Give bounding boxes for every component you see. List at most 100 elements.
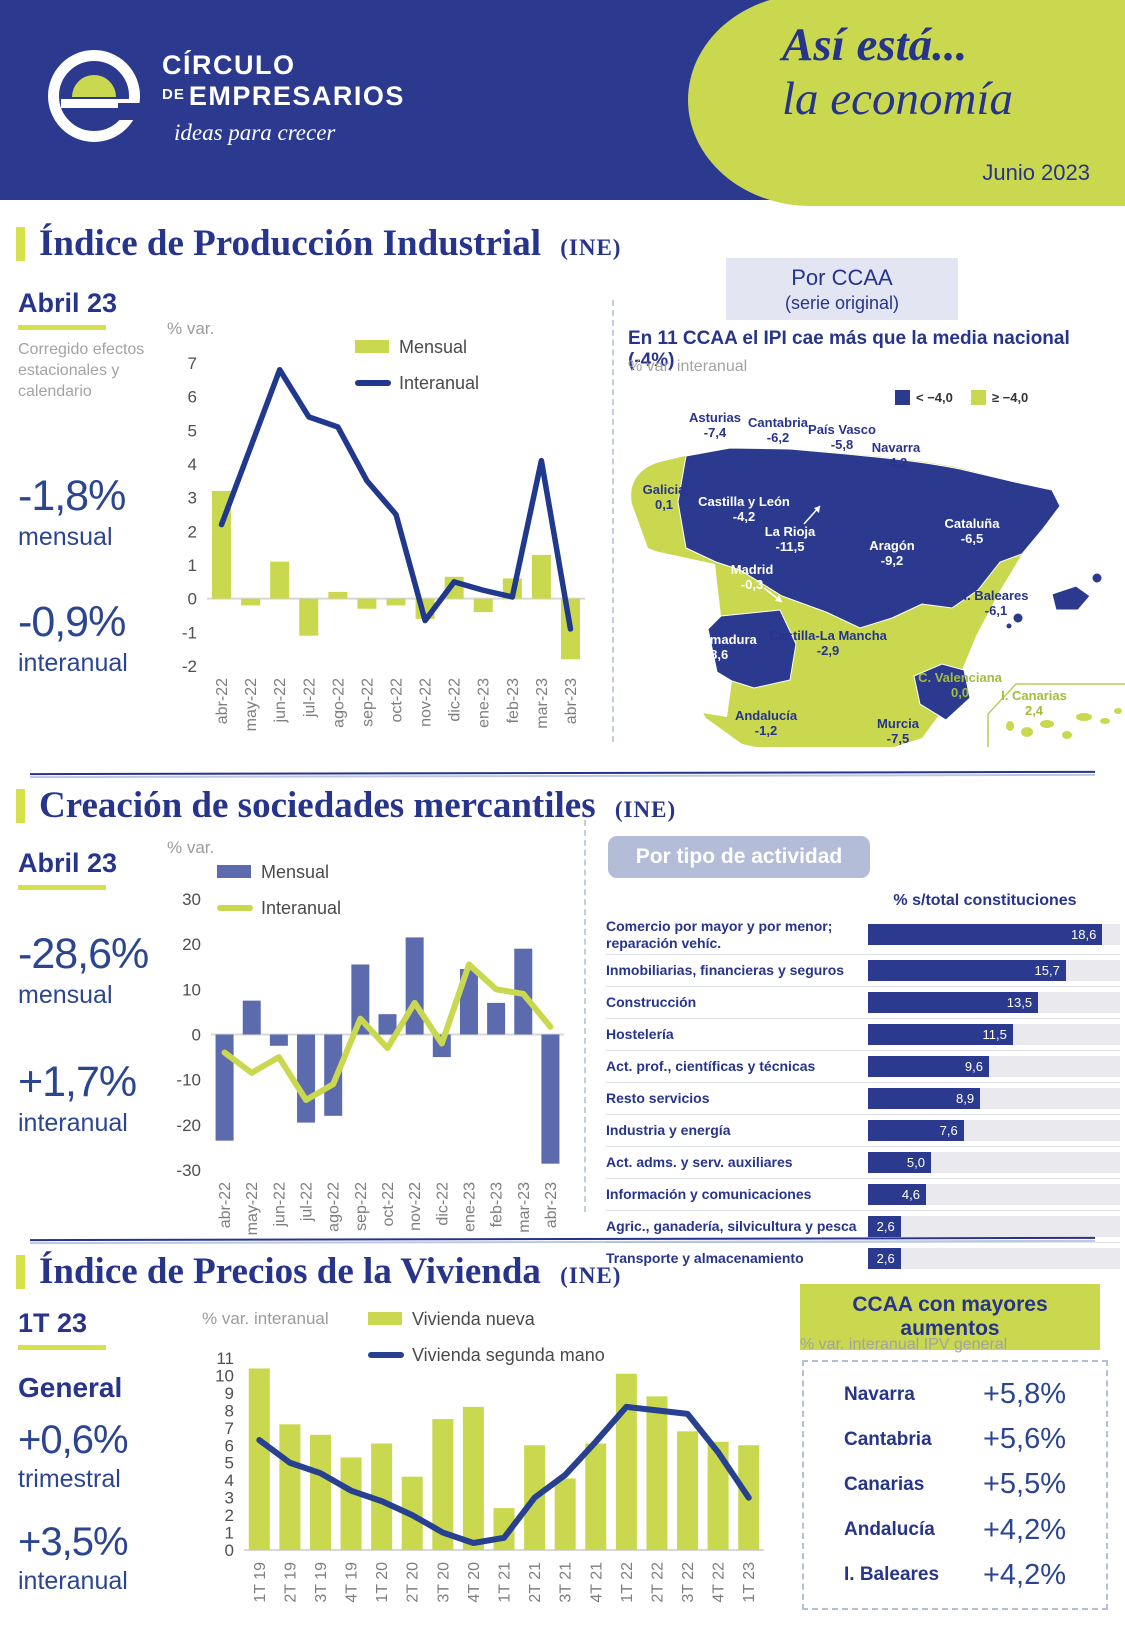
activity-label: Agric., ganadería, silvicultura y pesca: [606, 1217, 857, 1234]
svg-text:abr-23: abr-23: [563, 678, 580, 724]
activity-row: Act. prof., científicas y técnicas 9,6: [606, 1051, 1120, 1083]
activity-label: Hostelería: [606, 1025, 674, 1042]
svg-text:5: 5: [225, 1454, 234, 1473]
svg-text:-10: -10: [176, 1071, 201, 1090]
svg-text:nov-22: nov-22: [407, 1182, 424, 1231]
svg-text:4: 4: [188, 455, 197, 474]
map-region-label: Castilla-La Mancha -2,9: [769, 628, 887, 658]
svg-text:2T 20: 2T 20: [405, 1562, 422, 1603]
svg-text:ene-23: ene-23: [476, 678, 493, 728]
svg-text:Interanual: Interanual: [399, 373, 479, 393]
activity-bar-track: 7,6: [868, 1119, 1120, 1141]
svg-text:4T 20: 4T 20: [466, 1562, 483, 1603]
svg-text:% var.: % var.: [167, 319, 214, 338]
map-legend: < −4,0 ≥ −4,0: [895, 390, 1028, 405]
svg-text:1: 1: [188, 556, 197, 575]
region-extremadura: [707, 609, 797, 689]
svg-text:may-22: may-22: [243, 678, 260, 731]
svg-text:3T 20: 3T 20: [435, 1562, 452, 1603]
logo-line1: CÍRCULO: [162, 50, 296, 80]
activity-bar-track: 5,0: [868, 1151, 1120, 1173]
ipi-separator: [612, 300, 614, 742]
activity-row: Resto servicios 8,9: [606, 1083, 1120, 1115]
svg-text:oct-22: oct-22: [389, 678, 406, 723]
activity-value: 15,7: [1034, 962, 1060, 978]
svg-text:Mensual: Mensual: [261, 862, 329, 882]
svg-text:1T 23: 1T 23: [741, 1562, 758, 1603]
activity-row: Construcción 13,5: [606, 987, 1120, 1019]
map-region-label: Cantabria -6,2: [748, 415, 808, 445]
logo-tagline: ideas para crecer: [174, 120, 336, 146]
svg-text:-1: -1: [182, 623, 197, 642]
vivienda-left-column: 1T 23 General +0,6% trimestral +3,5% int…: [18, 1308, 188, 1596]
circulo-empresarios-logo: CÍRCULO DE EMPRESARIOS ideas para crecer: [48, 50, 405, 146]
actividad-axis-title: % s/total constituciones: [893, 892, 1077, 909]
svg-text:3T 22: 3T 22: [680, 1562, 697, 1603]
activity-bar-track: 2,6: [868, 1215, 1120, 1237]
activity-row: Transporte y almacenamiento 2,6: [606, 1243, 1120, 1274]
map-region-label: Andalucía -1,2: [734, 708, 798, 738]
ccaa-value: +5,5%: [982, 1468, 1066, 1501]
map-region-label: Murcia -7,5: [877, 716, 919, 746]
svg-text:4T 21: 4T 21: [588, 1562, 605, 1603]
svg-text:9: 9: [225, 1384, 234, 1403]
publication-title: Así está... la economía: [782, 19, 1014, 126]
ipi_combo-svg: % var. 7 6 5 4 3 2 1 0 -1 -2 abr-22 may-22 jun-22 jul-…: [167, 319, 585, 731]
activity-value: 18,6: [1071, 927, 1097, 943]
svg-text:0: 0: [192, 1026, 201, 1045]
actividad-panel-header: Por tipo de actividad: [608, 836, 870, 878]
svg-text:0: 0: [225, 1541, 234, 1560]
svg-text:4T 22: 4T 22: [711, 1562, 728, 1603]
svg-text:3T 21: 3T 21: [558, 1562, 575, 1603]
activity-label: Comercio por mayor y por menor; reparaci…: [606, 918, 833, 951]
svg-text:11: 11: [216, 1349, 234, 1368]
sociedades-period: Abril 23: [18, 848, 118, 878]
vivienda-panel-note: % var. interanual IPV general: [800, 1336, 1008, 1353]
sociedades-yoy-value: +1,7%: [18, 1058, 137, 1106]
svg-text:1T 21: 1T 21: [497, 1562, 514, 1603]
sociedades-monthly-value: -28,6%: [18, 930, 149, 978]
svg-text:Mensual: Mensual: [399, 337, 467, 357]
region-murcia: [913, 663, 971, 721]
svg-text:1T 22: 1T 22: [619, 1562, 636, 1603]
map-region-label: Galicia 0,1: [642, 482, 686, 512]
map-region-label: I. Canarias 2,4: [1001, 688, 1067, 718]
activity-bar-track: 11,5: [868, 1023, 1120, 1045]
svg-text:mar-23: mar-23: [534, 678, 551, 729]
activity-value: 9,6: [964, 1058, 983, 1074]
activity-label: Resto servicios: [606, 1089, 710, 1106]
ipi-left-column: Abril 23 Corregido efectos estacionales …: [18, 288, 168, 678]
svg-text:3: 3: [188, 489, 197, 508]
svg-text:oct-22: oct-22: [380, 1182, 397, 1227]
svg-text:Vivienda nueva: Vivienda nueva: [412, 1309, 536, 1329]
ccaa-increase-row: Andalucía +4,2%: [844, 1514, 1066, 1547]
activity-bar: 15,7: [868, 959, 1066, 981]
activity-row: Inmobiliarias, financieras y seguros 15,7: [606, 955, 1120, 987]
ccaa-increase-row: Cantabria +5,6%: [844, 1423, 1066, 1456]
region-north-blue: [677, 447, 1061, 629]
svg-text:8: 8: [225, 1401, 234, 1420]
svg-text:10: 10: [215, 1366, 234, 1385]
sociedades-separator: [584, 820, 586, 1212]
svg-text:Vivienda segunda mano: Vivienda segunda mano: [412, 1345, 605, 1365]
svg-text:1T 20: 1T 20: [374, 1562, 391, 1603]
spain-map-svg: [631, 447, 1125, 747]
svg-text:2T 21: 2T 21: [527, 1562, 544, 1603]
spain-map: Asturias -7,4 Cantabria -6,2 País Vasco -5,8 N…: [620, 410, 1125, 747]
ccaa-name: Canarias: [844, 1473, 925, 1495]
map-region-label: Extremadura -8,6: [677, 632, 757, 662]
activity-value: 4,6: [901, 1186, 920, 1202]
activity-bar: 8,9: [868, 1087, 981, 1109]
logo-e-icon: [48, 50, 142, 142]
svg-text:4T 19: 4T 19: [344, 1562, 361, 1603]
ipi-panel-header: Por CCAA (serie original): [726, 258, 958, 320]
activity-bar: 2,6: [868, 1215, 901, 1237]
logo-line2: DE EMPRESARIOS: [162, 81, 405, 112]
map-region-label: Madrid -0,3: [730, 562, 774, 592]
svg-text:feb-23: feb-23: [489, 1182, 506, 1227]
svg-text:sep-22: sep-22: [353, 1182, 370, 1231]
svg-text:dic-22: dic-22: [434, 1182, 451, 1226]
svg-text:5: 5: [188, 421, 197, 440]
vivienda-chart: % var. interanual 11 10 9 8 7 6 5 4 3 2 1 0 1T 19 2T 1…: [200, 1298, 770, 1625]
header-green-blob: [688, 0, 1125, 206]
